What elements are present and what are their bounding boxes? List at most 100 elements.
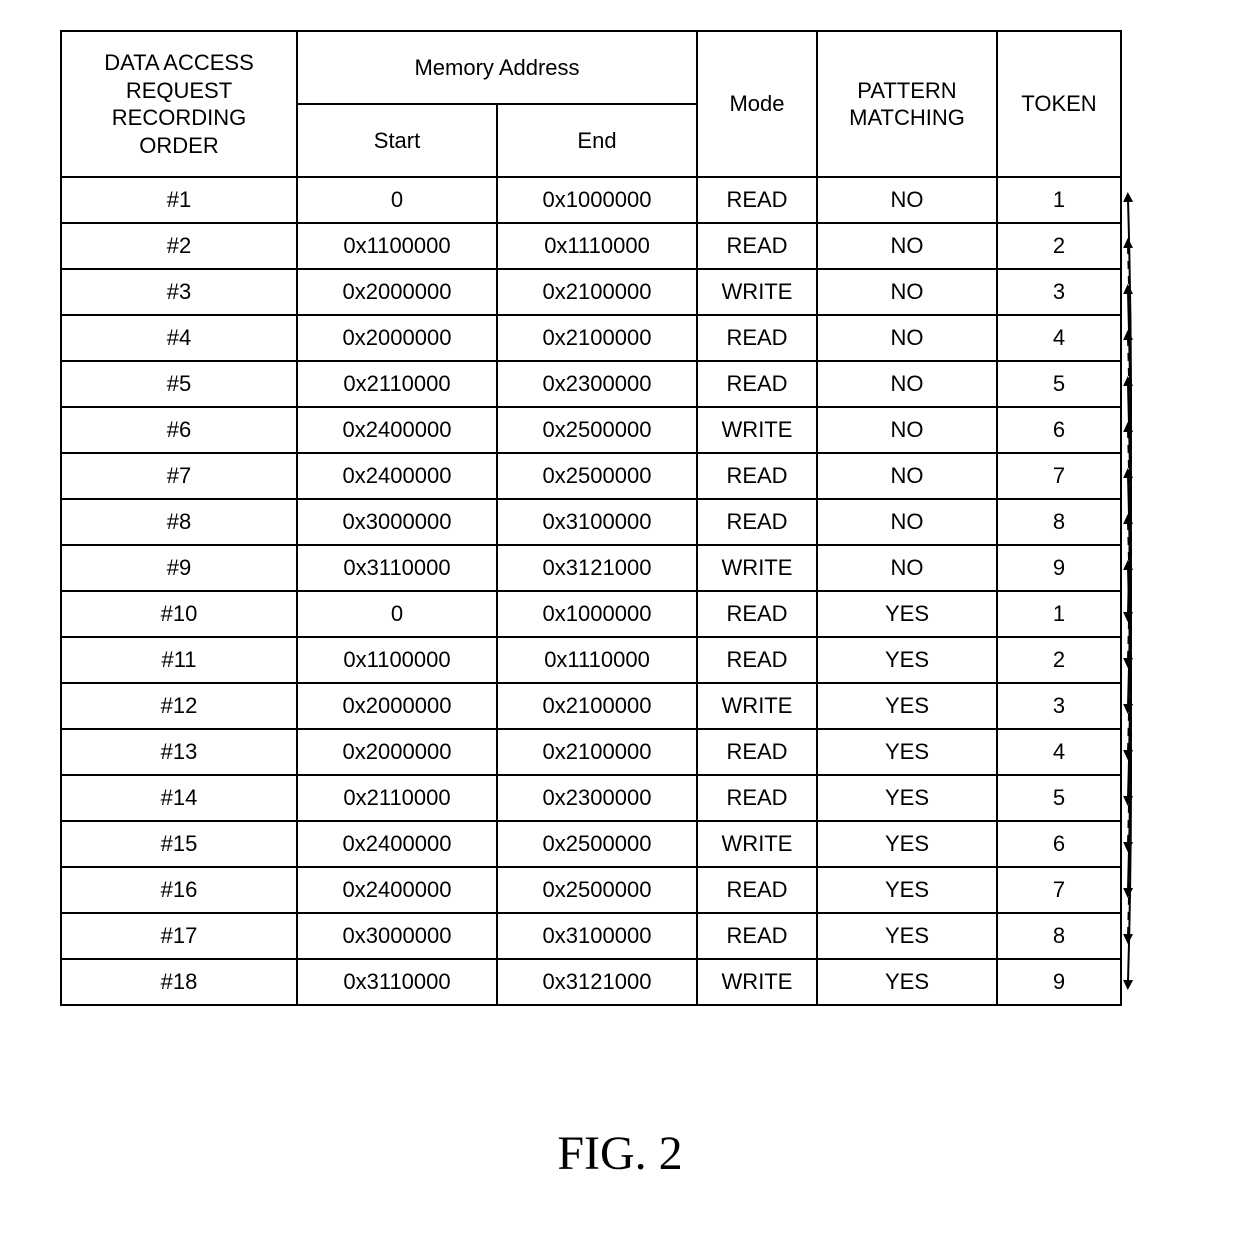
cell-end: 0x2100000 (497, 315, 697, 361)
cell-start: 0 (297, 591, 497, 637)
match-arc (1128, 430, 1131, 844)
cell-pattern: YES (817, 913, 997, 959)
cell-order: #11 (61, 637, 297, 683)
cell-order: #15 (61, 821, 297, 867)
cell-mode: READ (697, 315, 817, 361)
cell-pattern: YES (817, 867, 997, 913)
figure-stage: DATA ACCESS REQUEST RECORDING ORDERMemor… (0, 0, 1240, 1253)
cell-mode: WRITE (697, 821, 817, 867)
cell-order: #16 (61, 867, 297, 913)
cell-order: #8 (61, 499, 297, 545)
cell-start: 0x2000000 (297, 315, 497, 361)
cell-mode: READ (697, 361, 817, 407)
table-header: DATA ACCESS REQUEST RECORDING ORDERMemor… (61, 31, 1121, 177)
cell-token: 3 (997, 269, 1121, 315)
table-row: #140x21100000x2300000READYES5 (61, 775, 1121, 821)
cell-order: #5 (61, 361, 297, 407)
table-row: #150x24000000x2500000WRITEYES6 (61, 821, 1121, 867)
cell-end: 0x3121000 (497, 959, 697, 1005)
table-row: #170x30000000x3100000READYES8 (61, 913, 1121, 959)
cell-order: #13 (61, 729, 297, 775)
table-row: #160x24000000x2500000READYES7 (61, 867, 1121, 913)
cell-start: 0x3000000 (297, 913, 497, 959)
cell-mode: WRITE (697, 545, 817, 591)
cell-pattern: YES (817, 775, 997, 821)
cell-mode: READ (697, 591, 817, 637)
match-arc (1128, 338, 1131, 752)
header-mode: Mode (697, 31, 817, 177)
cell-end: 0x3100000 (497, 913, 697, 959)
cell-start: 0x1100000 (297, 637, 497, 683)
cell-end: 0x2500000 (497, 821, 697, 867)
cell-pattern: NO (817, 545, 997, 591)
table-row: #130x20000000x2100000READYES4 (61, 729, 1121, 775)
cell-start: 0x3000000 (297, 499, 497, 545)
cell-token: 4 (997, 729, 1121, 775)
cell-mode: READ (697, 729, 817, 775)
cell-end: 0x2300000 (497, 775, 697, 821)
header-token: TOKEN (997, 31, 1121, 177)
cell-end: 0x2500000 (497, 453, 697, 499)
cell-token: 4 (997, 315, 1121, 361)
match-arc (1128, 568, 1131, 982)
table-row: #40x20000000x2100000READNO4 (61, 315, 1121, 361)
cell-mode: WRITE (697, 269, 817, 315)
cell-token: 5 (997, 775, 1121, 821)
cell-end: 0x2500000 (497, 407, 697, 453)
cell-start: 0x2400000 (297, 821, 497, 867)
cell-order: #17 (61, 913, 297, 959)
match-arc (1128, 292, 1131, 706)
table-row: #120x20000000x2100000WRITEYES3 (61, 683, 1121, 729)
cell-mode: READ (697, 637, 817, 683)
cell-token: 9 (997, 545, 1121, 591)
cell-start: 0x2400000 (297, 453, 497, 499)
cell-start: 0x2000000 (297, 729, 497, 775)
cell-start: 0x1100000 (297, 223, 497, 269)
cell-token: 9 (997, 959, 1121, 1005)
table-row: #1000x1000000READYES1 (61, 591, 1121, 637)
cell-pattern: YES (817, 591, 997, 637)
cell-token: 1 (997, 177, 1121, 223)
table-body: #100x1000000READNO1#20x11000000x1110000R… (61, 177, 1121, 1005)
cell-order: #4 (61, 315, 297, 361)
match-arc (1128, 200, 1131, 614)
cell-mode: READ (697, 177, 817, 223)
cell-token: 7 (997, 867, 1121, 913)
cell-end: 0x2500000 (497, 867, 697, 913)
cell-order: #18 (61, 959, 297, 1005)
header-memory-address: Memory Address (297, 31, 697, 104)
table-row: #70x24000000x2500000READNO7 (61, 453, 1121, 499)
cell-mode: WRITE (697, 407, 817, 453)
cell-token: 8 (997, 499, 1121, 545)
cell-mode: WRITE (697, 959, 817, 1005)
cell-end: 0x1110000 (497, 223, 697, 269)
cell-pattern: NO (817, 315, 997, 361)
cell-end: 0x3121000 (497, 545, 697, 591)
cell-pattern: YES (817, 729, 997, 775)
cell-pattern: YES (817, 959, 997, 1005)
cell-start: 0x2000000 (297, 683, 497, 729)
cell-order: #14 (61, 775, 297, 821)
cell-token: 8 (997, 913, 1121, 959)
cell-start: 0x3110000 (297, 545, 497, 591)
cell-token: 3 (997, 683, 1121, 729)
match-arc (1128, 246, 1131, 660)
cell-token: 5 (997, 361, 1121, 407)
cell-order: #12 (61, 683, 297, 729)
table-row: #20x11000000x1110000READNO2 (61, 223, 1121, 269)
cell-end: 0x2100000 (497, 729, 697, 775)
header-order: DATA ACCESS REQUEST RECORDING ORDER (61, 31, 297, 177)
cell-order: #9 (61, 545, 297, 591)
cell-pattern: NO (817, 361, 997, 407)
cell-mode: WRITE (697, 683, 817, 729)
cell-pattern: YES (817, 637, 997, 683)
cell-order: #3 (61, 269, 297, 315)
table-row: #180x31100000x3121000WRITEYES9 (61, 959, 1121, 1005)
cell-token: 2 (997, 637, 1121, 683)
cell-mode: READ (697, 453, 817, 499)
cell-start: 0x2400000 (297, 867, 497, 913)
cell-start: 0x3110000 (297, 959, 497, 1005)
cell-start: 0x2400000 (297, 407, 497, 453)
cell-start: 0x2000000 (297, 269, 497, 315)
cell-start: 0x2110000 (297, 775, 497, 821)
